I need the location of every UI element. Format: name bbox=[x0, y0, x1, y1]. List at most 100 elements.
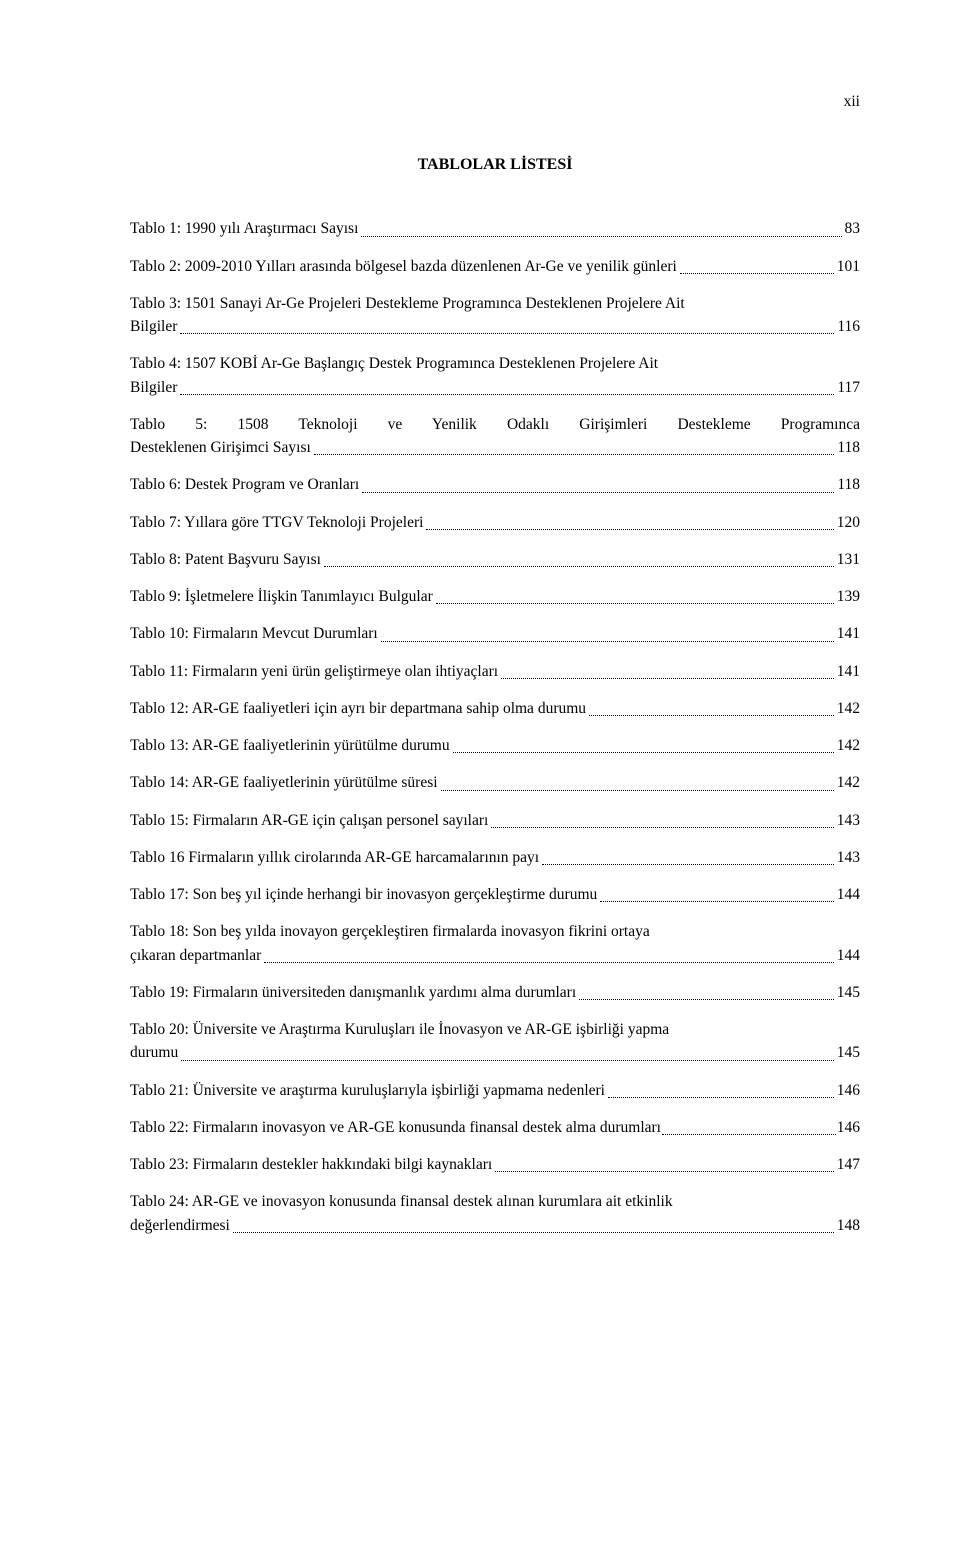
toc-entry: Tablo 12: AR-GE faaliyetleri için ayrı b… bbox=[130, 697, 860, 720]
toc-entry: Tablo 19: Firmaların üniversiteden danış… bbox=[130, 981, 860, 1004]
toc-entry: Tablo 20: Üniversite ve Araştırma Kurulu… bbox=[130, 1018, 860, 1065]
toc-leader bbox=[233, 1232, 834, 1233]
toc-entry-label: Tablo 15: Firmaların AR-GE için çalışan … bbox=[130, 809, 488, 832]
toc-entry-label: Tablo 8: Patent Başvuru Sayısı bbox=[130, 548, 321, 571]
toc-entry: Tablo 17: Son beş yıl içinde herhangi bi… bbox=[130, 883, 860, 906]
toc-leader bbox=[680, 273, 834, 274]
toc-entry-label: Tablo 3: 1501 Sanayi Ar-Ge Projeleri Des… bbox=[130, 292, 860, 315]
toc-entry-label: Tablo 5: 1508 Teknoloji ve Yenilik Odakl… bbox=[130, 413, 860, 436]
toc-entry-page: 118 bbox=[837, 473, 860, 496]
toc-entry-label: Tablo 19: Firmaların üniversiteden danış… bbox=[130, 981, 576, 1004]
toc-entry-label: Tablo 21: Üniversite ve araştırma kurulu… bbox=[130, 1079, 605, 1102]
toc-leader bbox=[314, 454, 835, 455]
toc-entry-label: çıkaran departmanlar bbox=[130, 944, 261, 967]
toc-entry-page: 144 bbox=[837, 944, 860, 967]
toc-entry-label: değerlendirmesi bbox=[130, 1214, 230, 1237]
toc-leader bbox=[600, 901, 833, 902]
toc-entry: Tablo 9: İşletmelere İlişkin Tanımlayıcı… bbox=[130, 585, 860, 608]
toc-entry: Tablo 10: Firmaların Mevcut Durumları 141 bbox=[130, 622, 860, 645]
toc-entry-label: Tablo 16 Firmaların yıllık cirolarında A… bbox=[130, 846, 539, 869]
toc-leader bbox=[453, 752, 834, 753]
toc-entry-page: 101 bbox=[837, 255, 860, 278]
toc-entry-page: 147 bbox=[837, 1153, 860, 1176]
toc-leader bbox=[381, 641, 834, 642]
toc-entry-page: 116 bbox=[837, 315, 860, 338]
toc-entry: Tablo 14: AR-GE faaliyetlerinin yürütülm… bbox=[130, 771, 860, 794]
toc-entry-label: Bilgiler bbox=[130, 376, 177, 399]
table-of-contents: Tablo 1: 1990 yılı Araştırmacı Sayısı83T… bbox=[130, 217, 860, 1237]
toc-leader bbox=[426, 529, 833, 530]
toc-entry-label: Tablo 2: 2009-2010 Yılları arasında bölg… bbox=[130, 255, 677, 278]
toc-entry-label: Tablo 14: AR-GE faaliyetlerinin yürütülm… bbox=[130, 771, 438, 794]
toc-leader bbox=[495, 1171, 834, 1172]
toc-entry-label: Tablo 24: AR-GE ve inovasyon konusunda f… bbox=[130, 1190, 860, 1213]
toc-entry-label: Tablo 10: Firmaların Mevcut Durumları bbox=[130, 622, 378, 645]
toc-entry: Tablo 13: AR-GE faaliyetlerinin yürütülm… bbox=[130, 734, 860, 757]
toc-leader bbox=[324, 566, 834, 567]
toc-entry: Tablo 5: 1508 Teknoloji ve Yenilik Odakl… bbox=[130, 413, 860, 460]
toc-entry-label: Tablo 12: AR-GE faaliyetleri için ayrı b… bbox=[130, 697, 586, 720]
toc-leader bbox=[589, 715, 834, 716]
toc-entry-page: 146 bbox=[837, 1079, 860, 1102]
toc-entry-page: 142 bbox=[837, 734, 860, 757]
toc-entry: Tablo 8: Patent Başvuru Sayısı 131 bbox=[130, 548, 860, 571]
toc-leader bbox=[361, 236, 841, 237]
toc-entry-label: Tablo 7: Yıllara göre TTGV Teknoloji Pro… bbox=[130, 511, 423, 534]
toc-entry: Tablo 6: Destek Program ve Oranları 118 bbox=[130, 473, 860, 496]
toc-entry-page: 145 bbox=[837, 981, 860, 1004]
toc-entry-page: 143 bbox=[837, 846, 860, 869]
toc-entry-page: 139 bbox=[837, 585, 860, 608]
toc-entry-label: Tablo 4: 1507 KOBİ Ar-Ge Başlangıç Deste… bbox=[130, 352, 860, 375]
toc-entry-label: Tablo 9: İşletmelere İlişkin Tanımlayıcı… bbox=[130, 585, 433, 608]
toc-entry: Tablo 7: Yıllara göre TTGV Teknoloji Pro… bbox=[130, 511, 860, 534]
toc-entry-label: Tablo 20: Üniversite ve Araştırma Kurulu… bbox=[130, 1018, 860, 1041]
toc-leader bbox=[542, 864, 834, 865]
toc-entry-page: 144 bbox=[837, 883, 860, 906]
toc-entry-page: 120 bbox=[837, 511, 860, 534]
toc-leader bbox=[441, 790, 834, 791]
toc-entry: Tablo 2: 2009-2010 Yılları arasında bölg… bbox=[130, 255, 860, 278]
toc-entry-label: Tablo 6: Destek Program ve Oranları bbox=[130, 473, 359, 496]
toc-entry-page: 117 bbox=[837, 376, 860, 399]
toc-entry-page: 143 bbox=[837, 809, 860, 832]
toc-entry: Tablo 15: Firmaların AR-GE için çalışan … bbox=[130, 809, 860, 832]
toc-entry: Tablo 1: 1990 yılı Araştırmacı Sayısı 83 bbox=[130, 217, 860, 240]
page-title: TABLOLAR LİSTESİ bbox=[130, 153, 860, 177]
toc-entry: Tablo 22: Firmaların inovasyon ve AR-GE … bbox=[130, 1116, 860, 1139]
toc-entry-page: 83 bbox=[845, 217, 861, 240]
toc-leader bbox=[362, 492, 834, 493]
toc-entry-label: Tablo 1: 1990 yılı Araştırmacı Sayısı bbox=[130, 217, 358, 240]
toc-entry-label: Tablo 18: Son beş yılda inovayon gerçekl… bbox=[130, 920, 860, 943]
toc-entry-label: Bilgiler bbox=[130, 315, 177, 338]
toc-entry-page: 131 bbox=[837, 548, 860, 571]
toc-entry-page: 148 bbox=[837, 1214, 860, 1237]
toc-entry-page: 141 bbox=[837, 622, 860, 645]
toc-leader bbox=[608, 1097, 834, 1098]
toc-entry-page: 118 bbox=[837, 436, 860, 459]
toc-entry-page: 145 bbox=[837, 1041, 860, 1064]
toc-entry: Tablo 18: Son beş yılda inovayon gerçekl… bbox=[130, 920, 860, 967]
toc-entry-page: 141 bbox=[837, 660, 860, 683]
toc-leader bbox=[180, 394, 834, 395]
toc-entry-label: Tablo 23: Firmaların destekler hakkındak… bbox=[130, 1153, 492, 1176]
toc-entry-page: 146 bbox=[837, 1116, 860, 1139]
toc-entry-label: Tablo 13: AR-GE faaliyetlerinin yürütülm… bbox=[130, 734, 450, 757]
toc-entry: Tablo 23: Firmaların destekler hakkındak… bbox=[130, 1153, 860, 1176]
toc-leader bbox=[662, 1134, 836, 1135]
toc-entry-label: Tablo 22: Firmaların inovasyon ve AR-GE … bbox=[130, 1116, 661, 1139]
toc-entry: Tablo 4: 1507 KOBİ Ar-Ge Başlangıç Deste… bbox=[130, 352, 860, 399]
toc-leader bbox=[436, 603, 834, 604]
page-number: xii bbox=[130, 90, 860, 113]
toc-leader bbox=[181, 1060, 834, 1061]
toc-entry-label: Desteklenen Girişimci Sayısı bbox=[130, 436, 311, 459]
toc-entry-label: durumu bbox=[130, 1041, 178, 1064]
toc-leader bbox=[501, 678, 834, 679]
toc-leader bbox=[180, 333, 834, 334]
toc-entry: Tablo 24: AR-GE ve inovasyon konusunda f… bbox=[130, 1190, 860, 1237]
toc-leader bbox=[579, 999, 834, 1000]
toc-leader bbox=[264, 962, 834, 963]
toc-entry: Tablo 16 Firmaların yıllık cirolarında A… bbox=[130, 846, 860, 869]
toc-entry-page: 142 bbox=[837, 771, 860, 794]
toc-entry: Tablo 11: Firmaların yeni ürün geliştirm… bbox=[130, 660, 860, 683]
toc-entry: Tablo 21: Üniversite ve araştırma kurulu… bbox=[130, 1079, 860, 1102]
